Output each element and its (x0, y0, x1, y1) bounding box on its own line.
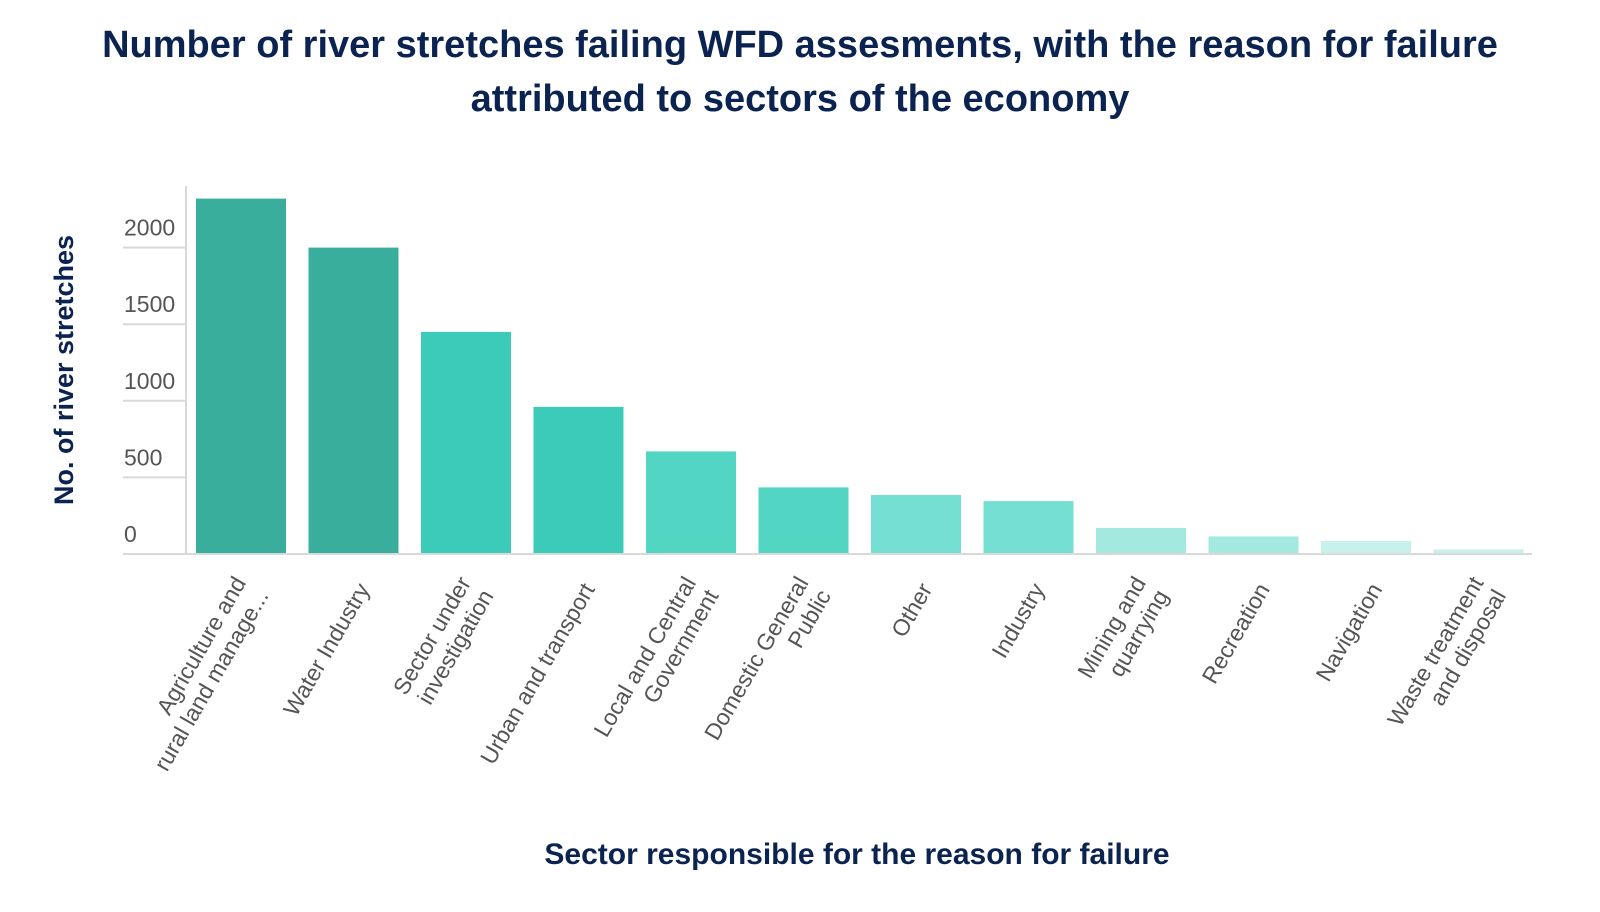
y-axis-label: No. of river stretches (49, 235, 79, 505)
bar-6 (871, 495, 961, 554)
y-tick-label: 1000 (124, 368, 175, 394)
x-tick-label-line: Water Industry (278, 578, 375, 720)
x-tick-label-line: Industry (986, 578, 1050, 662)
y-tick-labels: 0 500 1000 1500 2000 (123, 215, 186, 547)
bar-3 (533, 406, 624, 554)
chart-title-line-1: Number of river stretches failing WFD as… (102, 24, 1498, 66)
bar-5 (758, 487, 849, 554)
x-axis-label: Sector responsible for the reason for fa… (544, 838, 1169, 871)
x-tick-label-line: Other (886, 578, 937, 641)
y-tick-label: 1500 (124, 291, 175, 317)
y-tick-label: 500 (124, 444, 162, 470)
x-tick-label: Navigation (1310, 579, 1387, 686)
x-tick-label: Recreation (1197, 579, 1275, 688)
x-tick-label-line: Recreation (1197, 579, 1275, 688)
bar-11 (1433, 549, 1524, 554)
x-tick-label-line: Urban and transport (475, 578, 600, 769)
bars (196, 198, 1524, 554)
bar-0 (196, 198, 286, 554)
x-tick-label: Other (886, 578, 937, 641)
x-tick-label: Urban and transport (475, 578, 600, 769)
y-tick-label: 2000 (124, 215, 175, 241)
bar-7 (983, 501, 1074, 554)
bar-4 (646, 451, 736, 554)
chart-title-line-2: attributed to sectors of the economy (470, 78, 1130, 120)
y-tick-label: 0 (124, 521, 137, 547)
bar-1 (308, 247, 399, 554)
x-tick-label: Water Industry (278, 578, 375, 720)
x-tick-label-line: Navigation (1310, 579, 1387, 686)
x-tick-label: Industry (986, 578, 1050, 662)
bar-9 (1208, 536, 1299, 554)
bar-2 (421, 331, 511, 554)
bar-10 (1321, 541, 1411, 554)
bar-8 (1096, 528, 1186, 554)
chart-title: Number of river stretches failing WFD as… (0, 18, 1600, 126)
